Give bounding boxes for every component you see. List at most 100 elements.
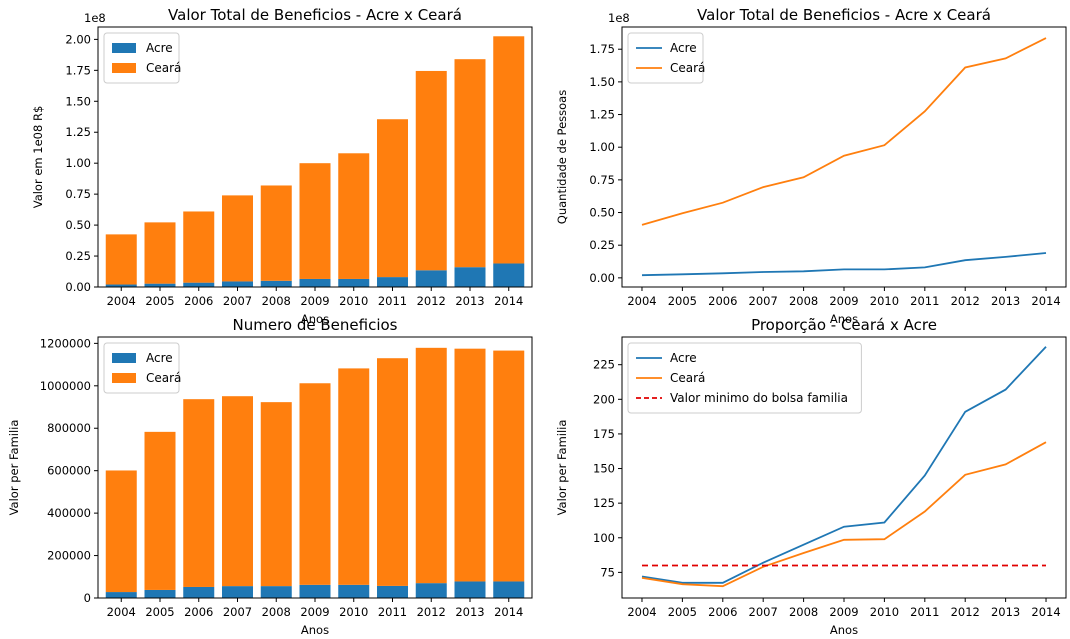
x-tick-label: 2014	[494, 294, 523, 308]
x-tick-label: 2005	[145, 294, 174, 308]
x-tick-label: 2009	[829, 294, 858, 308]
bar-acre-2008	[260, 280, 292, 287]
x-tick-label: 2014	[1031, 605, 1060, 619]
legend-swatch	[112, 63, 136, 73]
y-tick-label: 175	[593, 427, 615, 441]
bar-cear-2010	[338, 368, 370, 585]
y-axis-label: Valor per Familia	[7, 420, 21, 516]
y-tick-label: 0.00	[589, 271, 615, 285]
y-axis-label: Valor per Familia	[555, 420, 569, 516]
bar-cear-2008	[260, 185, 292, 281]
bar-acre-2005	[144, 283, 176, 287]
y-tick-label: 0.75	[65, 187, 91, 201]
y-tick-label: 1200000	[40, 336, 91, 350]
y-tick-label: 0.50	[65, 218, 91, 232]
y-tick-label: 200000	[47, 549, 91, 563]
chart-1: 2004 2005 2006 2007 2008 2009 2010 2011 2012 2013…	[31, 6, 533, 326]
series-line-cear-	[641, 441, 1047, 588]
y-tick-label: 1.50	[589, 75, 615, 89]
legend-swatch	[112, 43, 136, 53]
bar-acre-2014	[493, 263, 525, 287]
x-axis-label: Anos	[830, 312, 858, 326]
x-tick-label: 2004	[627, 294, 656, 308]
x-tick-label: 2006	[708, 605, 737, 619]
bar-acre-2010	[338, 584, 370, 598]
bar-acre-2013	[454, 581, 486, 598]
axis-offset-text: 1e8	[608, 11, 630, 25]
bar-acre-2011	[377, 277, 408, 287]
chart-title: Numero de Beneficios	[233, 316, 398, 334]
bar-acre-2013	[454, 267, 486, 287]
x-tick-label: 2006	[184, 294, 213, 308]
legend-label: Ceará	[146, 371, 181, 385]
x-tick-label: 2010	[870, 605, 899, 619]
bar-acre-2005	[144, 589, 176, 598]
y-tick-label: 100	[593, 531, 615, 545]
bar-cear-2004	[105, 234, 137, 285]
bar-cear-2014	[493, 350, 525, 582]
x-tick-label: 2011	[378, 294, 407, 308]
bar-cear-2006	[183, 211, 215, 283]
x-tick-label: 2011	[378, 605, 407, 619]
legend-box	[627, 342, 862, 414]
x-tick-label: 2008	[262, 605, 291, 619]
y-tick-label: 0.75	[589, 173, 615, 187]
chart-2: 2004 2005 2006 2007 2008 2009 2010 2011 2012 2013…	[555, 6, 1067, 326]
legend: Acre Ceará	[627, 32, 705, 84]
bar-acre-2006	[183, 282, 215, 287]
x-tick-label: 2007	[223, 605, 252, 619]
x-tick-label: 2007	[749, 605, 778, 619]
x-axis-label: Anos	[830, 623, 858, 637]
x-tick-label: 2008	[789, 605, 818, 619]
bar-acre-2009	[299, 584, 331, 598]
y-tick-label: 75	[600, 565, 615, 579]
x-tick-label: 2014	[1031, 294, 1060, 308]
bar-acre-2010	[338, 278, 370, 287]
y-tick-label: 1000000	[40, 379, 91, 393]
y-tick-label: 0.25	[589, 238, 615, 252]
bar-cear-2008	[260, 402, 292, 587]
chart-3: 2004 2005 2006 2007 2008 2009 2010 2011 2012 2013…	[7, 316, 533, 637]
x-tick-label: 2012	[951, 294, 980, 308]
x-tick-label: 2005	[145, 605, 174, 619]
x-tick-label: 2005	[668, 294, 697, 308]
x-tick-label: 2013	[455, 605, 484, 619]
x-tick-label: 2012	[951, 605, 980, 619]
bar-cear-2004	[105, 470, 137, 593]
bar-cear-2007	[222, 396, 253, 587]
bar-acre-2012	[415, 270, 447, 287]
x-tick-label: 2009	[300, 294, 329, 308]
bar-cear-2013	[454, 59, 486, 268]
axis-offset-text: 1e8	[84, 11, 106, 25]
chart-title: Valor Total de Beneficios - Acre x Ceará	[168, 6, 462, 24]
y-tick-label: 1.00	[65, 156, 91, 170]
x-tick-label: 2006	[184, 605, 213, 619]
x-tick-label: 2010	[339, 605, 368, 619]
y-tick-label: 0	[84, 591, 91, 605]
legend-swatch	[112, 373, 136, 383]
x-tick-label: 2010	[339, 294, 368, 308]
bar-cear-2014	[493, 36, 525, 264]
legend-label: Acre	[146, 41, 173, 55]
x-tick-label: 2009	[300, 605, 329, 619]
y-tick-label: 0.00	[65, 280, 91, 294]
y-tick-label: 200	[593, 392, 615, 406]
x-tick-label: 2007	[223, 294, 252, 308]
x-tick-label: 2006	[708, 294, 737, 308]
y-tick-label: 150	[593, 462, 615, 476]
bar-cear-2012	[415, 347, 447, 584]
bar-cear-2005	[144, 431, 176, 590]
y-tick-label: 0.50	[589, 206, 615, 220]
bar-acre-2012	[415, 583, 447, 598]
y-tick-label: 2.00	[65, 32, 91, 46]
bar-cear-2006	[183, 399, 215, 587]
chart-4: 2004 2005 2006 2007 2008 2009 2010 2011 2012 2013…	[555, 316, 1067, 637]
x-tick-label: 2004	[107, 605, 136, 619]
y-tick-label: 125	[593, 496, 615, 510]
bar-acre-2009	[299, 278, 331, 287]
legend-label: Valor minimo do bolsa familia	[670, 391, 848, 405]
x-tick-label: 2009	[829, 605, 858, 619]
bar-cear-2005	[144, 222, 176, 284]
legend-label: Acre	[670, 41, 697, 55]
